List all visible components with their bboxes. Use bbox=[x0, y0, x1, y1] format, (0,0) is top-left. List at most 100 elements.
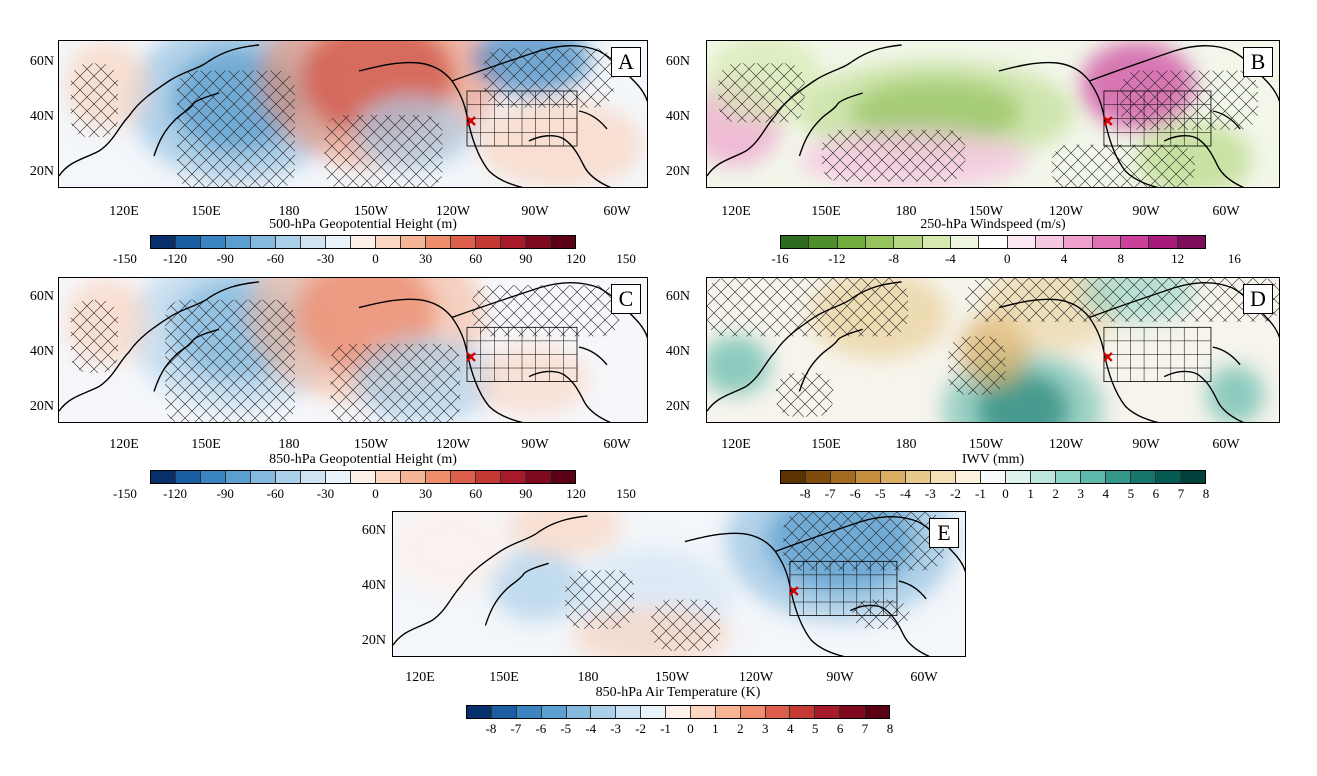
lon-label: 120W bbox=[435, 204, 471, 219]
colorbar-swatch bbox=[276, 471, 301, 483]
significance-hatch bbox=[965, 278, 1279, 322]
colorbar-tick-label: 8 bbox=[886, 721, 894, 736]
colorbar-swatch bbox=[501, 471, 526, 483]
colorbar-swatch bbox=[351, 471, 376, 483]
colorbar-tick-label: 0 bbox=[1003, 251, 1011, 266]
lon-label: 90W bbox=[1132, 204, 1160, 219]
colorbar-swatch bbox=[426, 236, 451, 248]
colorbar-tick-label: -150 bbox=[113, 486, 137, 501]
colorbar-swatch bbox=[351, 236, 376, 248]
lat-label: 20N bbox=[361, 633, 386, 648]
colorbar-tick-label: -8 bbox=[888, 251, 900, 266]
colorbar-swatch bbox=[1181, 471, 1205, 483]
significance-hatch bbox=[775, 372, 834, 417]
colorbar-swatch bbox=[806, 471, 831, 483]
lon-label: 180 bbox=[278, 204, 300, 219]
colorbar-tick-label: -1 bbox=[975, 486, 986, 501]
colorbar-tick-label: -30 bbox=[316, 251, 335, 266]
colorbar bbox=[466, 705, 890, 719]
panel-letter: C bbox=[611, 284, 641, 314]
coastline bbox=[193, 328, 220, 340]
map-canvas bbox=[707, 41, 1279, 187]
lon-label: 120W bbox=[435, 437, 471, 452]
colorbar-tick-label: 6 bbox=[836, 721, 844, 736]
significance-hatch bbox=[1120, 70, 1259, 130]
colorbar-swatch bbox=[865, 706, 889, 718]
lon-label: 150E bbox=[811, 437, 841, 452]
coastline bbox=[523, 562, 549, 574]
lon-label: 150E bbox=[191, 437, 221, 452]
coastline bbox=[578, 110, 608, 130]
significance-hatch bbox=[783, 512, 945, 571]
lon-label: 60W bbox=[603, 437, 631, 452]
lon-label: 60W bbox=[603, 204, 631, 219]
colorbar-swatch bbox=[790, 706, 816, 718]
colorbar-swatch bbox=[401, 236, 426, 248]
lon-label: 150E bbox=[811, 204, 841, 219]
colorbar-swatch bbox=[865, 236, 895, 248]
colorbar-swatch bbox=[666, 706, 691, 718]
colorbar-swatch bbox=[551, 236, 575, 248]
map-panel-e: E bbox=[392, 511, 966, 657]
significance-hatch bbox=[70, 63, 118, 138]
colorbar-swatch bbox=[467, 706, 492, 718]
coastline bbox=[707, 281, 902, 412]
panel-letter: E bbox=[929, 518, 959, 548]
lon-label: 150W bbox=[654, 670, 690, 685]
coastline bbox=[1163, 134, 1245, 187]
lon-label: 120E bbox=[109, 204, 139, 219]
lon-label: 150E bbox=[489, 670, 519, 685]
map-title: 850-hPa Air Temperature (K) bbox=[595, 685, 761, 700]
coastline bbox=[451, 45, 647, 103]
coastline bbox=[1212, 346, 1241, 366]
colorbar-tick-label: 120 bbox=[566, 251, 586, 266]
colorbar-swatch bbox=[376, 236, 401, 248]
anomaly-field bbox=[507, 512, 623, 556]
colorbar-tick-label: -2 bbox=[949, 486, 961, 501]
colorbar-tick-label: 3 bbox=[1077, 486, 1084, 501]
colorbar-tick-label: -3 bbox=[924, 486, 936, 501]
colorbar-swatch bbox=[781, 471, 806, 483]
colorbar-tick-label: 1 bbox=[712, 721, 719, 736]
colorbar-swatch bbox=[451, 236, 476, 248]
lat-label: 20N bbox=[665, 399, 690, 414]
map-canvas bbox=[393, 512, 965, 656]
map-title: 250-hPa Windspeed (m/s) bbox=[920, 217, 1066, 232]
lon-label: 180 bbox=[895, 437, 917, 452]
lon-label: 120E bbox=[109, 437, 139, 452]
colorbar-tick-label: -1 bbox=[660, 721, 671, 736]
colorbar-tick-label: -3 bbox=[610, 721, 622, 736]
colorbar-swatch bbox=[201, 236, 226, 248]
colorbar-swatch bbox=[831, 471, 856, 483]
coastline bbox=[1163, 370, 1245, 422]
significance-hatch bbox=[821, 129, 966, 182]
colorbar-tick-label: 4 bbox=[786, 721, 794, 736]
colorbar-swatch bbox=[765, 706, 791, 718]
colorbar-swatch bbox=[956, 471, 981, 483]
colorbar-swatch bbox=[526, 236, 551, 248]
colorbar-tick-label: 0 bbox=[687, 721, 694, 736]
map-canvas bbox=[59, 278, 647, 422]
colorbar-swatch bbox=[616, 706, 642, 718]
lat-label: 60N bbox=[29, 54, 54, 69]
colorbar-tick-label: 120 bbox=[566, 486, 586, 501]
colorbar-tick-label: -4 bbox=[944, 251, 956, 266]
colorbar-swatch bbox=[1156, 471, 1181, 483]
colorbar-tick-label: -120 bbox=[163, 486, 187, 501]
colorbar-swatch bbox=[981, 471, 1006, 483]
colorbar-swatch bbox=[740, 706, 766, 718]
colorbar-swatch bbox=[491, 706, 517, 718]
colorbar-swatch bbox=[176, 471, 201, 483]
panel-letter: A bbox=[611, 47, 641, 77]
colorbar bbox=[780, 470, 1206, 484]
lon-label: 90W bbox=[521, 204, 549, 219]
colorbar-tick-label: -8 bbox=[799, 486, 811, 501]
colorbar-swatch bbox=[551, 471, 575, 483]
coastline bbox=[1212, 110, 1241, 130]
colorbar-tick-label: -8 bbox=[485, 721, 497, 736]
colorbar-tick-label: 150 bbox=[616, 486, 636, 501]
colorbar-tick-label: -90 bbox=[216, 486, 234, 501]
lon-label: 150W bbox=[968, 204, 1004, 219]
map-title: 500-hPa Geopotential Height (m) bbox=[269, 217, 457, 232]
colorbar-swatch bbox=[1177, 236, 1205, 248]
